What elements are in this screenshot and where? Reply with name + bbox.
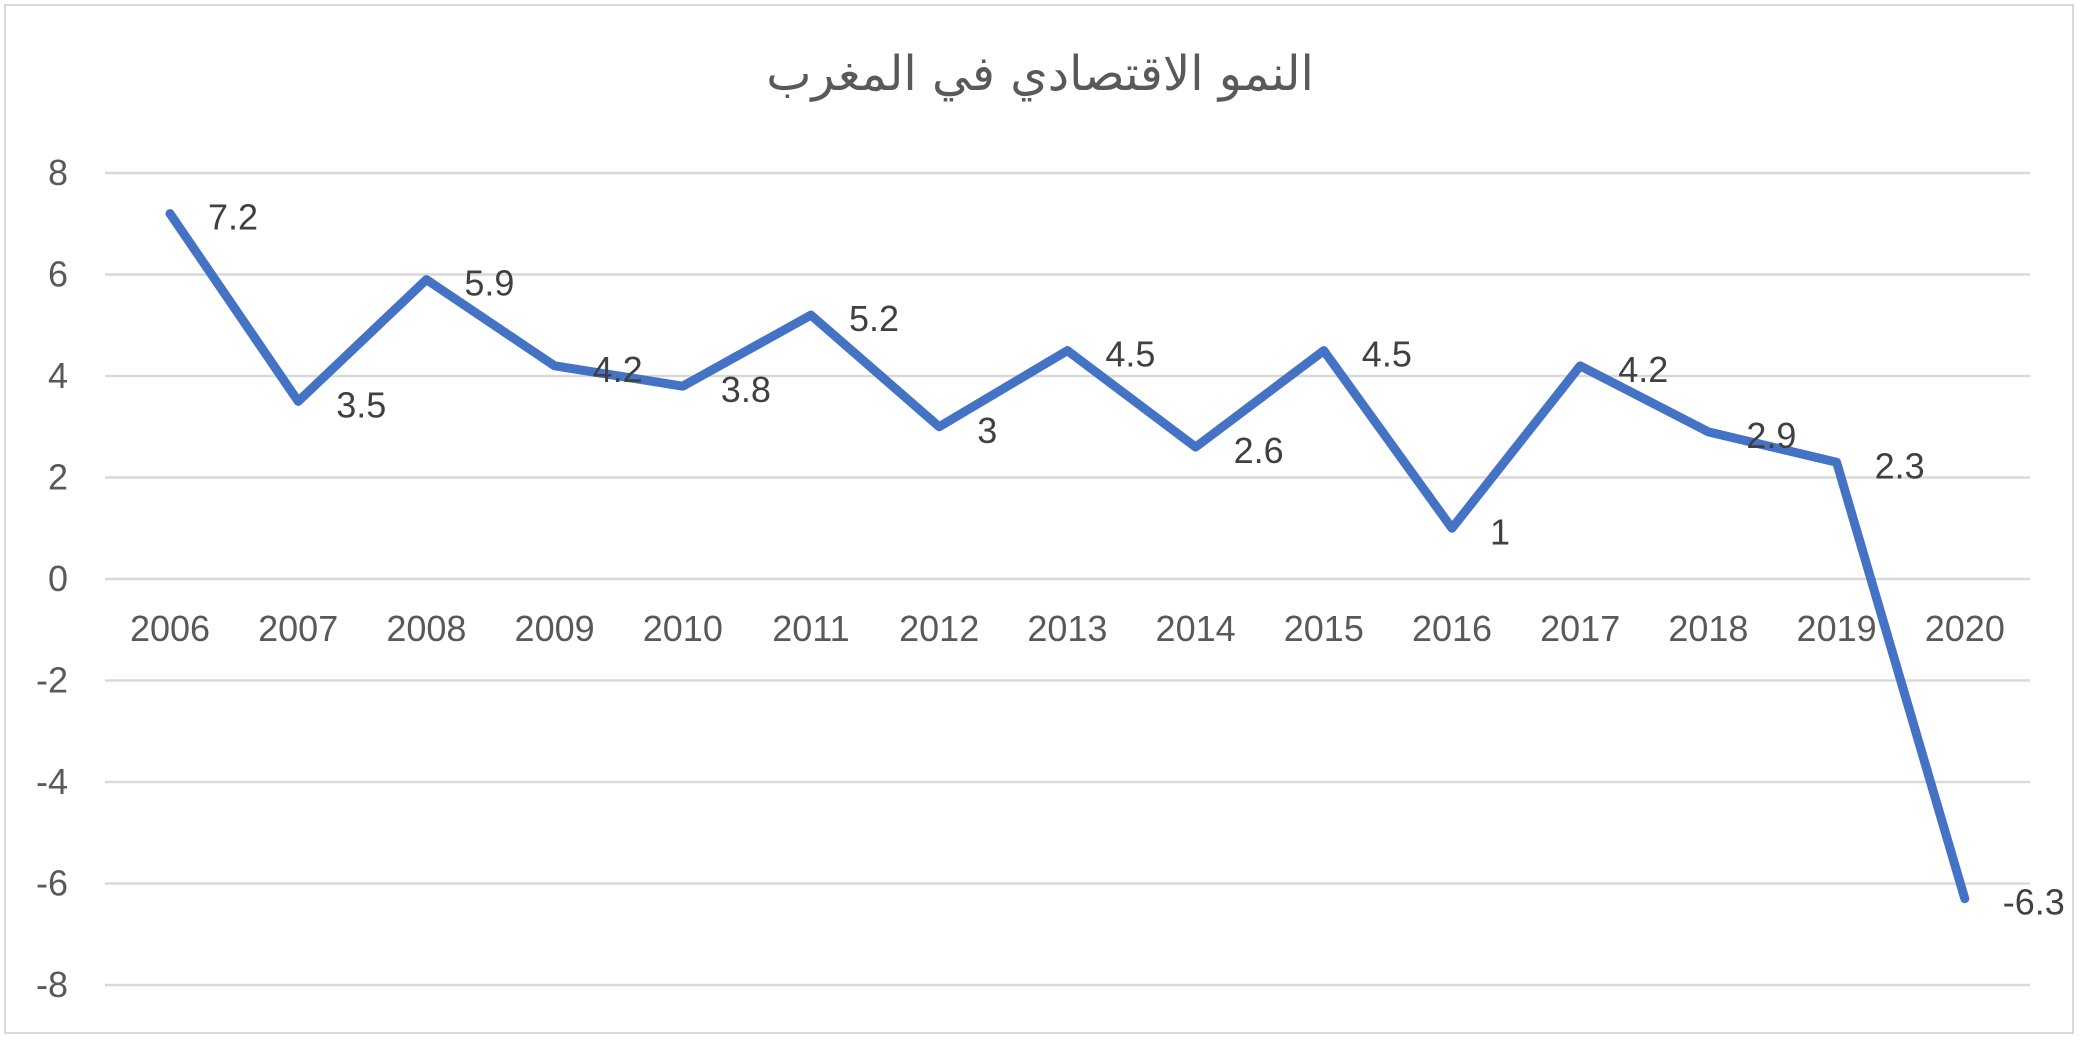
x-axis-ticks: 2006 2007 2008 2009 2010 2011 2012 2013 2014 2015… — [130, 608, 2005, 649]
series-layer — [165, 209, 1970, 904]
x-tick-label: 2011 — [772, 608, 849, 649]
x-tick-label: 2009 — [515, 608, 595, 649]
y-tick-label: 0 — [48, 558, 68, 599]
data-labels: 7.2 3.5 5.9 4.2 3.8 5.2 3 4.5 2.6 4.5 1 4.2 2.9 2.3 -6… — [208, 197, 2065, 923]
x-tick-label: 2015 — [1284, 608, 1364, 649]
data-label: 2.9 — [1746, 415, 1796, 456]
x-tick-label: 2019 — [1797, 608, 1877, 649]
series-line — [165, 209, 1970, 904]
y-axis-ticks: 8 6 4 2 0 -2 -4 -6 -8 — [36, 152, 68, 1005]
y-tick-label: -2 — [36, 660, 68, 701]
x-tick-label: 2012 — [899, 608, 979, 649]
data-label: 4.5 — [1362, 334, 1412, 375]
chart-title: النمو الاقتصادي في المغرب — [766, 46, 1314, 102]
x-tick-label: 2020 — [1925, 608, 2005, 649]
x-tick-label: 2018 — [1668, 608, 1748, 649]
data-label: 1 — [1490, 511, 1510, 552]
data-label: 3.5 — [336, 384, 386, 425]
x-tick-label: 2006 — [130, 608, 210, 649]
data-label: 2.6 — [1234, 430, 1284, 471]
chart-frame — [4, 4, 2074, 1034]
y-tick-label: 6 — [48, 254, 68, 295]
gridlines — [105, 171, 2030, 987]
y-tick-label: -4 — [36, 761, 68, 802]
data-label: 4.2 — [1618, 349, 1668, 390]
y-tick-label: 8 — [48, 152, 68, 193]
data-label: 2.3 — [1875, 445, 1925, 486]
data-label: 4.5 — [1105, 334, 1155, 375]
data-label: -6.3 — [2003, 882, 2065, 923]
y-tick-label: -6 — [36, 863, 68, 904]
data-label: 3.8 — [721, 369, 771, 410]
x-tick-label: 2014 — [1156, 608, 1236, 649]
x-tick-label: 2008 — [386, 608, 466, 649]
y-tick-label: -8 — [36, 964, 68, 1005]
data-label: 7.2 — [208, 197, 258, 238]
x-tick-label: 2017 — [1540, 608, 1620, 649]
x-tick-label: 2010 — [643, 608, 723, 649]
x-tick-label: 2007 — [258, 608, 338, 649]
y-tick-label: 2 — [48, 457, 68, 498]
y-tick-label: 4 — [48, 355, 68, 396]
data-label: 4.2 — [593, 349, 643, 390]
x-tick-label: 2013 — [1027, 608, 1107, 649]
data-label: 3 — [977, 410, 997, 451]
data-label: 5.2 — [849, 298, 899, 339]
data-label: 5.9 — [464, 263, 514, 304]
x-tick-label: 2016 — [1412, 608, 1492, 649]
